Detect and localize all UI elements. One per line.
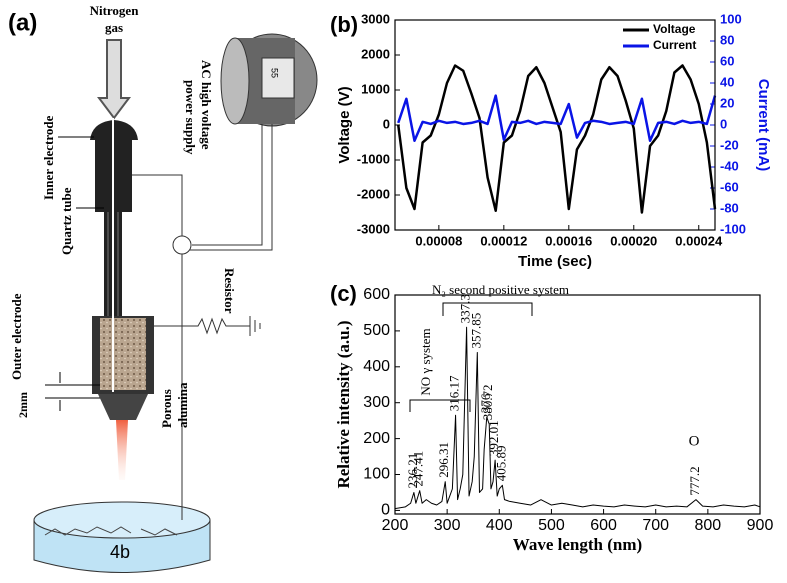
peak-label: 380.72: [480, 384, 495, 420]
x-tick-label: 0.00012: [480, 233, 527, 248]
series-line: [397, 64, 717, 214]
y2-tick-label: -100: [720, 221, 746, 236]
wire: [132, 124, 273, 520]
panel-label: (b): [330, 12, 358, 37]
y-axis-label: Voltage (V): [336, 86, 353, 163]
y-tick-label: 0: [381, 502, 390, 519]
resistor: [154, 316, 261, 336]
bracket: [442, 302, 533, 316]
porous-alumina: [100, 318, 146, 390]
y-tick-label: 3000: [361, 11, 390, 26]
diagram: (a) Nitrogen gas 4b 55 AC high voltage p…: [8, 3, 318, 573]
y-tick-label: 600: [363, 286, 390, 303]
peak-label: 405.89: [493, 446, 508, 482]
x-tick-label: 600: [590, 517, 617, 534]
x-axis-label: Wave length (nm): [513, 535, 642, 554]
x-tick-label: 400: [486, 517, 513, 534]
y-tick-label: 500: [363, 322, 390, 339]
x-tick-label: 800: [695, 517, 722, 534]
label: Inner electrode: [41, 115, 56, 200]
meter: [172, 235, 192, 255]
x-axis-label: Time (sec): [518, 253, 592, 270]
peak-label: 777.2: [687, 466, 702, 495]
y2-tick-label: 100: [720, 11, 742, 26]
x-tick-label: 700: [642, 517, 669, 534]
y-tick-label: 100: [363, 466, 390, 483]
y2-tick-label: -20: [720, 137, 739, 152]
label: Outer electrode: [9, 293, 24, 380]
peak-label: 376: [478, 393, 493, 413]
y-tick-label: -1000: [357, 151, 390, 166]
plot-frame: [394, 294, 761, 515]
bracket: [409, 399, 471, 412]
x-tick-label: 0.00024: [675, 233, 723, 248]
x-tick-label: 0.00008: [415, 233, 462, 248]
plot-frame: [394, 19, 716, 231]
x-tick-label: 900: [747, 517, 774, 534]
y-tick-label: 2000: [361, 46, 390, 61]
y-tick-label: 400: [363, 358, 390, 375]
label: Nitrogen: [90, 3, 140, 18]
y2-axis-label: Current (mA): [755, 79, 772, 172]
molecule: [44, 526, 178, 536]
y-axis-label: Relative intensity (a.u.): [334, 320, 353, 488]
nozzle: [98, 394, 148, 420]
peak-label: 316.17: [447, 375, 462, 411]
label: Porous: [159, 389, 174, 428]
y2-tick-label: 80: [720, 32, 734, 47]
peak-label: 247.41: [411, 451, 426, 487]
peak-label: 236.21: [405, 453, 420, 489]
label: gas: [105, 20, 123, 35]
y-tick-label: 300: [363, 394, 390, 411]
peak-label: 296.31: [436, 442, 451, 478]
x-tick-label: 0.00020: [610, 233, 657, 248]
annotation: N₂ second positive system: [432, 282, 569, 297]
x-tick-label: 0.00016: [545, 233, 592, 248]
legend-label: Voltage: [653, 22, 696, 36]
series-line: [397, 94, 717, 142]
annotation: NO γ system: [418, 328, 433, 395]
y2-tick-label: 40: [720, 74, 734, 89]
label: Resistor: [222, 268, 237, 314]
y-tick-label: -2000: [357, 186, 390, 201]
y-tick-label: 200: [363, 430, 390, 447]
label: Quartz tube: [59, 187, 74, 255]
y-tick-label: 1000: [361, 81, 390, 96]
peak-label: 337.3: [458, 294, 473, 323]
spectrum-line: [394, 326, 761, 510]
y2-tick-label: -40: [720, 158, 739, 173]
label: 55: [270, 68, 280, 78]
power-supply-face: [220, 37, 250, 125]
y-tick-label: -3000: [357, 221, 390, 236]
y-tick-label: 0: [383, 116, 390, 131]
panel-label: (c): [330, 281, 357, 306]
panel-label: (a): [8, 9, 37, 36]
label: power supply: [183, 80, 198, 155]
plasma-jet: [116, 420, 128, 480]
x-tick-label: 200: [382, 517, 409, 534]
x-tick-label: 500: [538, 517, 565, 534]
y2-tick-label: 60: [720, 53, 734, 68]
gap-marker: [45, 372, 100, 411]
legend-label: Current: [653, 38, 696, 52]
x-tick-label: 300: [434, 517, 461, 534]
y2-tick-label: -80: [720, 200, 739, 215]
label: 2mm: [16, 392, 30, 418]
label: AC high voltage: [199, 60, 214, 150]
gas-arrow: [97, 39, 131, 120]
dial: [261, 57, 295, 99]
label: 4b: [110, 542, 130, 562]
y2-tick-label: 20: [720, 95, 734, 110]
peak-label: 357.85: [468, 313, 483, 349]
annotation: O: [689, 433, 700, 449]
y2-tick-label: 0: [720, 116, 727, 131]
peak-label: 392.01: [486, 420, 501, 456]
label: alumina: [175, 382, 190, 428]
y2-tick-label: -60: [720, 179, 739, 194]
